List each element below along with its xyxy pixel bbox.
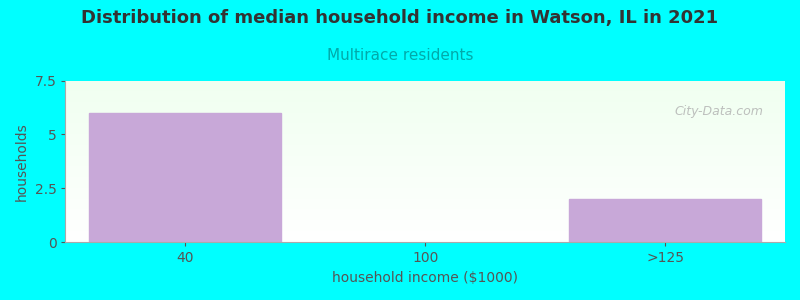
X-axis label: household income ($1000): household income ($1000) <box>332 271 518 285</box>
Bar <box>90 113 282 242</box>
Text: Multirace residents: Multirace residents <box>326 48 474 63</box>
Text: Distribution of median household income in Watson, IL in 2021: Distribution of median household income … <box>82 9 718 27</box>
Bar <box>569 199 761 242</box>
Y-axis label: households: households <box>15 122 29 201</box>
Text: City-Data.com: City-Data.com <box>674 105 763 118</box>
